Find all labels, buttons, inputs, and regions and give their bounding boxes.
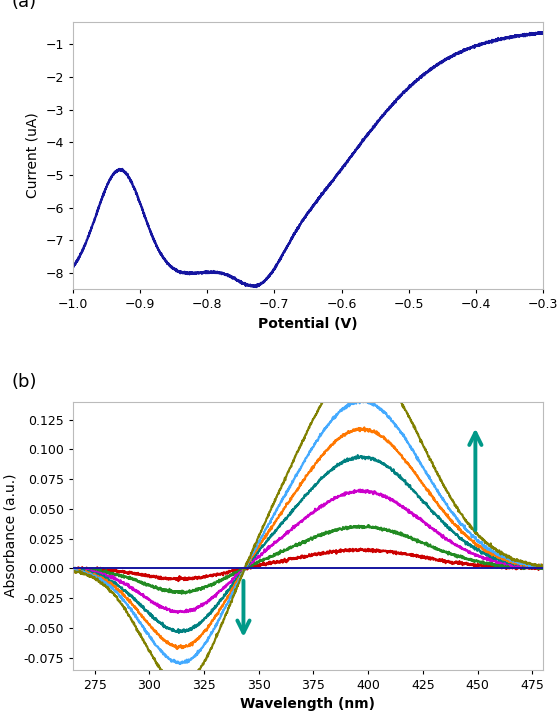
Y-axis label: Current (uA): Current (uA) [26,112,40,198]
X-axis label: Potential (V): Potential (V) [258,317,358,331]
Text: (b): (b) [12,373,37,391]
Y-axis label: Absorbance (a.u.): Absorbance (a.u.) [4,474,18,598]
Text: (a): (a) [12,0,37,11]
X-axis label: Wavelength (nm): Wavelength (nm) [240,697,376,711]
